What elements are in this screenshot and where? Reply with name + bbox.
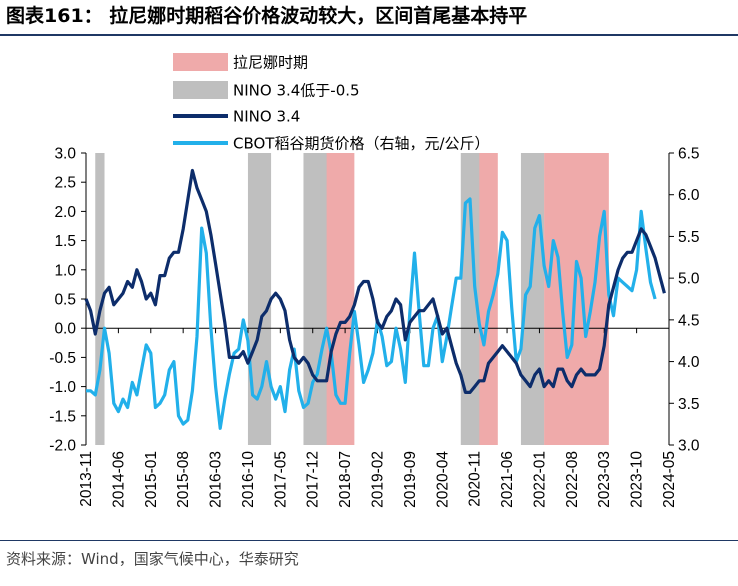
x-tick-label: 2014-06 — [110, 451, 127, 508]
cbot-rice-price-line — [86, 197, 657, 430]
x-tick-label: 2016-10 — [240, 451, 257, 508]
x-tick-label: 2022-08 — [564, 451, 581, 508]
left-tick-label: 0.0 — [54, 321, 76, 338]
x-tick-label: 2015-01 — [143, 451, 160, 508]
right-tick-label: 4.0 — [678, 354, 700, 371]
legend-label: NINO 3.4 — [233, 108, 300, 126]
left-tick-label: -2.0 — [49, 438, 76, 455]
nino-below-band — [95, 153, 105, 445]
left-tick-label: 3.0 — [54, 146, 76, 163]
right-tick-label: 6.0 — [678, 187, 700, 204]
nino-below-band — [303, 153, 327, 445]
x-tick-label: 2022-01 — [531, 451, 548, 508]
chart-title-text: 图表161： 拉尼娜时期稻谷价格波动较大，区间首尾基本持平 — [6, 5, 528, 27]
chart-title: 图表161： 拉尼娜时期稻谷价格波动较大，区间首尾基本持平 — [6, 2, 734, 30]
left-tick-label: 1.5 — [54, 233, 76, 250]
footer-divider — [0, 540, 738, 541]
x-tick-label: 2019-09 — [402, 451, 419, 508]
nino-below-band — [247, 153, 272, 445]
x-tick-label: 2015-08 — [175, 451, 192, 508]
period-bands — [95, 153, 609, 445]
x-tick-label: 2024-05 — [661, 451, 678, 508]
left-tick-label: 0.5 — [54, 292, 76, 309]
right-tick-label: 4.5 — [678, 312, 700, 329]
chart-canvas: -2.0 -1.5 -1.0 -0.5 0.0 0.5 1.0 1.5 2.0 2.5 3.0 3.0… — [49, 53, 700, 508]
x-tick-label: 2018-07 — [337, 451, 354, 508]
left-tick-label: -1.5 — [49, 408, 76, 425]
right-tick-label: 3.0 — [678, 438, 700, 455]
x-tick-label: 2016-03 — [208, 451, 225, 508]
left-tick-label: -0.5 — [49, 350, 76, 367]
right-tick-label: 3.5 — [678, 396, 700, 413]
legend-swatch-band — [173, 81, 228, 99]
source-note: 资料来源：Wind，国家气候中心，华泰研究 — [6, 550, 299, 568]
right-tick-label: 5.0 — [678, 271, 700, 288]
x-tick-label: 2017-12 — [305, 451, 322, 508]
left-tick-label: 2.0 — [54, 204, 76, 221]
legend-label: CBOT稻谷期货价格（右轴，元/公斤） — [233, 135, 490, 153]
left-tick-label: -1.0 — [49, 379, 76, 396]
x-tick-label: 2020-11 — [467, 451, 484, 507]
x-tick-label: 2020-04 — [434, 451, 451, 508]
legend-label: 拉尼娜时期 — [233, 54, 308, 72]
right-tick-label: 5.5 — [678, 229, 700, 246]
left-tick-label: 2.5 — [54, 175, 76, 192]
lanina-band — [544, 153, 609, 445]
chart-axes: -2.0 -1.5 -1.0 -0.5 0.0 0.5 1.0 1.5 2.0 2.5 3.0 3.0… — [49, 146, 700, 508]
nino34-line — [84, 168, 666, 394]
legend-label: NINO 3.4低于-0.5 — [233, 82, 360, 100]
right-tick-label: 6.5 — [678, 146, 700, 163]
x-tick-label: 2023-03 — [596, 451, 613, 508]
legend-swatch-band — [173, 53, 228, 71]
x-tick-label: 2021-06 — [499, 451, 516, 508]
x-tick-label: 2019-02 — [370, 451, 387, 508]
legend: 拉尼娜时期 NINO 3.4低于-0.5 NINO 3.4 CBOT稻谷期货价格（右轴… — [173, 53, 490, 153]
title-divider — [0, 34, 738, 36]
x-tick-label: 2017-05 — [272, 451, 289, 508]
x-tick-label: 2013-11 — [78, 451, 95, 507]
series-lines — [84, 168, 666, 430]
x-tick-label: 2023-10 — [629, 451, 646, 508]
left-tick-label: 1.0 — [54, 262, 76, 279]
lanina-band — [474, 153, 498, 445]
